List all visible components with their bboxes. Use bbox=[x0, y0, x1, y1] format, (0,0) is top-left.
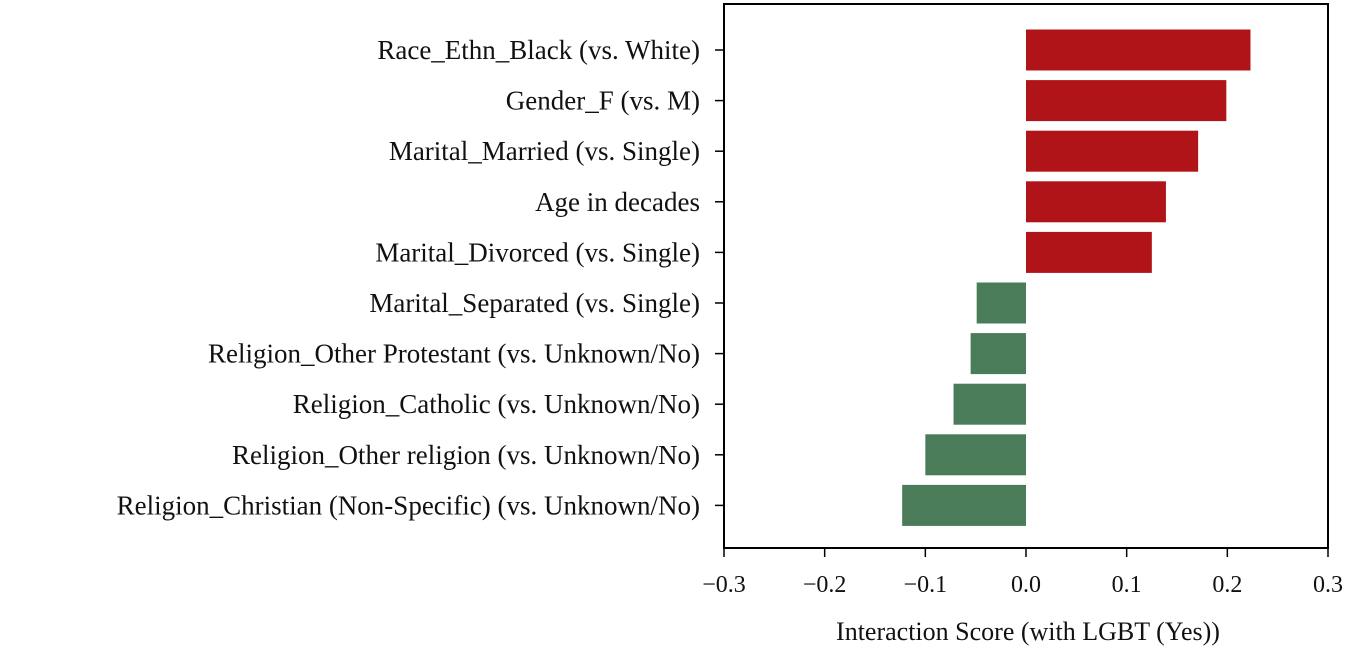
x-axis: −0.3 −0.2 −0.1 0.0 0.1 0.2 0.3 bbox=[702, 548, 1343, 598]
category-label: Marital_Divorced (vs. Single) bbox=[375, 237, 700, 267]
bar bbox=[1026, 181, 1166, 223]
x-tick-label: 0.0 bbox=[1011, 572, 1041, 598]
category-label: Religion_Other Protestant (vs. Unknown/N… bbox=[208, 339, 700, 369]
category-label: Marital_Separated (vs. Single) bbox=[369, 288, 700, 318]
x-tick-label: 0.1 bbox=[1112, 572, 1142, 598]
category-label: Race_Ethn_Black (vs. White) bbox=[377, 35, 700, 65]
bar bbox=[925, 434, 1026, 476]
x-tick-label: −0.3 bbox=[702, 572, 746, 598]
x-axis-title: Interaction Score (with LGBT (Yes)) bbox=[836, 617, 1220, 646]
bar bbox=[1026, 80, 1227, 122]
bar bbox=[902, 484, 1026, 526]
category-label: Religion_Christian (Non-Specific) (vs. U… bbox=[117, 490, 700, 520]
x-tick-label: −0.1 bbox=[904, 572, 948, 598]
bar bbox=[1026, 130, 1199, 172]
x-tick-label: −0.2 bbox=[803, 572, 847, 598]
bar bbox=[976, 282, 1026, 324]
bar bbox=[1026, 29, 1251, 71]
plot-frame bbox=[723, 3, 1329, 549]
category-labels: Race_Ethn_Black (vs. White) Gender_F (vs.… bbox=[117, 35, 724, 520]
bar bbox=[953, 383, 1026, 425]
category-label: Gender_F (vs. M) bbox=[506, 86, 700, 116]
x-tick-label: 0.2 bbox=[1212, 572, 1242, 598]
category-label: Religion_Catholic (vs. Unknown/No) bbox=[293, 389, 700, 419]
category-label: Marital_Married (vs. Single) bbox=[389, 136, 700, 166]
x-tick-label: 0.3 bbox=[1313, 572, 1343, 598]
category-label: Age in decades bbox=[535, 187, 700, 217]
bars-group bbox=[902, 29, 1251, 526]
bar bbox=[970, 333, 1026, 375]
category-label: Religion_Other religion (vs. Unknown/No) bbox=[232, 440, 700, 470]
bar bbox=[1026, 231, 1152, 273]
